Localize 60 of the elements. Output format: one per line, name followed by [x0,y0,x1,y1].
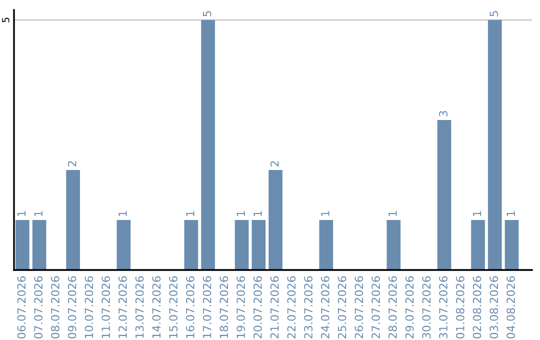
bar [32,220,46,270]
bar [184,220,198,270]
x-tick-label: 10.07.2026 [84,276,94,338]
x-tick-label: 14.07.2026 [152,276,161,338]
x-tick-label: 21.07.2026 [270,276,279,338]
x-tick-label: 18.07.2026 [220,276,228,338]
data-label: 1 [236,211,245,216]
x-tick-label: 22.07.2026 [287,276,296,338]
data-label: 3 [439,111,448,116]
data-label: 1 [17,211,26,216]
bar [116,220,131,270]
bar [488,20,502,270]
bar [66,170,80,270]
bar [268,170,282,270]
data-label: 1 [472,211,482,216]
x-tick-label: 16.07.2026 [186,276,194,338]
data-label: 2 [270,161,279,166]
x-tick-label: 01.08.2026 [456,276,464,338]
bar [234,220,249,270]
bar [319,220,334,270]
bar [201,20,215,270]
x-tick-label: 13.07.2026 [135,276,144,338]
x-tick-label: 15.07.2026 [169,276,178,338]
data-label: 5 [490,11,498,16]
x-tick-label: 23.07.2026 [304,276,312,338]
x-tick-label: 07.07.2026 [34,276,43,338]
bar [504,220,519,270]
x-tick-label: 26.07.2026 [354,276,364,338]
x-tick-label: 08.07.2026 [51,276,60,338]
x-tick-label: 31.07.2026 [439,276,448,338]
data-label: 1 [321,211,330,216]
x-tick-label: 03.08.2026 [490,276,498,338]
x-tick-label: 28.07.2026 [388,276,397,338]
x-tick-label: 17.07.2026 [202,276,212,338]
x-tick-label: 09.07.2026 [68,276,76,338]
data-label: 5 [203,11,212,16]
x-tick-label: 12.07.2026 [118,276,127,338]
data-label: 1 [254,211,262,216]
bar [437,120,452,270]
data-label: 1 [388,211,397,216]
x-tick-label: 04.08.2026 [506,276,515,338]
bar [471,220,485,270]
x-tick-label: 25.07.2026 [338,276,346,338]
x-tick-label: 19.07.2026 [236,276,246,338]
x-tick-label: 30.07.2026 [422,276,431,338]
data-label: 1 [186,211,194,216]
bar [386,220,401,270]
x-tick-label: 06.07.2026 [17,276,26,338]
data-label: 1 [118,211,127,216]
data-label: 2 [68,161,76,166]
x-tick-label: 02.08.2026 [472,276,482,338]
bar [252,220,266,270]
data-label: 1 [506,211,515,216]
x-tick-label: 20.07.2026 [253,276,262,338]
x-tick-label: 29.07.2026 [405,276,414,338]
x-tick-label: 27.07.2026 [372,276,380,338]
x-tick-label: 11.07.2026 [102,276,110,338]
data-label: 1 [34,211,42,216]
bar [16,220,30,270]
x-tick-label: 24.07.2026 [320,276,330,338]
